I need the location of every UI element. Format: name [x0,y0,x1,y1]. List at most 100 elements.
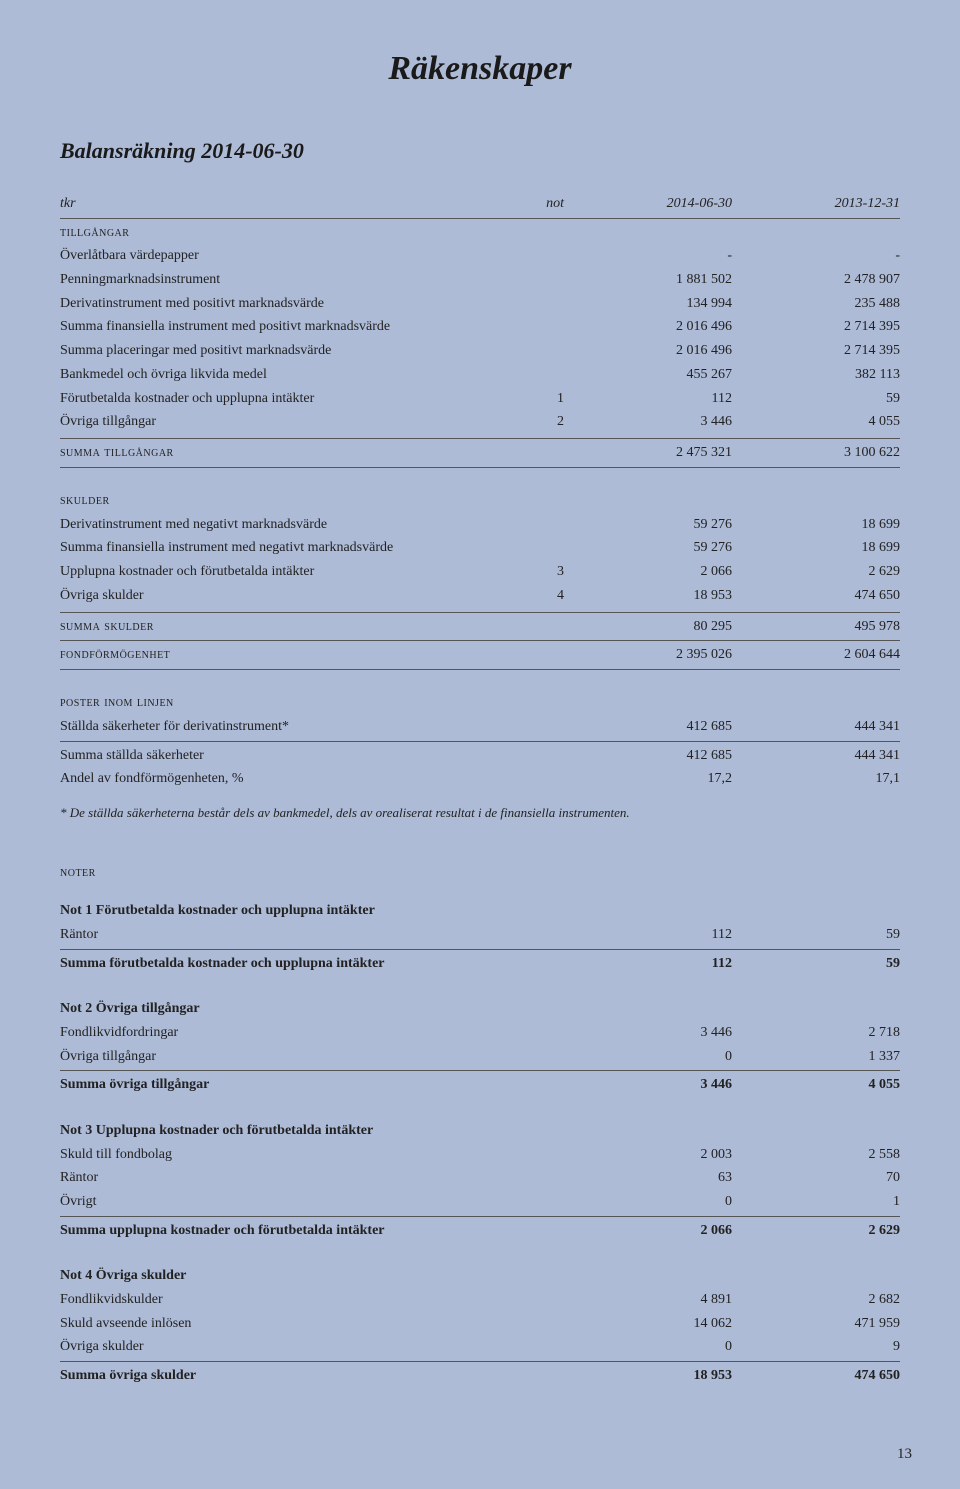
cell: Summa finansiella instrument med negativ… [60,536,497,560]
table-row: Bankmedel och övriga likvida medel455 26… [60,363,900,387]
cell: 18 699 [732,536,900,560]
cell: 4 891 [564,1288,732,1312]
cell: 59 [732,949,900,975]
table-row: Summa ställda säkerheter412 685444 341 [60,741,900,767]
cell: 1 881 502 [564,268,732,292]
cell: Summa finansiella instrument med positiv… [60,315,497,339]
table-row: Derivatinstrument med negativt marknadsv… [60,513,900,537]
note-title: Not 2 Övriga tillgångar [60,997,900,1021]
table-row: Summa upplupna kostnader och förutbetald… [60,1216,900,1242]
cell: 112 [564,387,732,411]
tillgangar-body: Överlåtbara värdepapper--Penningmarknads… [60,244,900,434]
note-title-row: Not 2 Övriga tillgångar [60,997,900,1021]
cell: 412 685 [564,715,732,741]
note-table: Not 4 Övriga skulderFondlikvidskulder4 8… [60,1264,900,1409]
cell [497,1021,564,1045]
note-title: Not 1 Förutbetalda kostnader och upplupn… [60,899,900,923]
cell: 444 341 [732,715,900,741]
cell [497,767,564,791]
cell: 444 341 [732,741,900,767]
summa-skulder-table: summa skulder 80 295 495 978 fondförmöge… [60,608,900,716]
cell [497,1288,564,1312]
cell: 59 276 [564,513,732,537]
cell: 2 682 [732,1288,900,1312]
cell: Skuld avseende inlösen [60,1312,497,1336]
cell: Summa övriga tillgångar [60,1071,497,1097]
cell [497,1216,564,1242]
cell: 2 714 395 [732,315,900,339]
cell: Upplupna kostnader och förutbetalda intä… [60,560,497,584]
cell: 474 650 [732,584,900,608]
cell: Fondlikvidfordringar [60,1021,497,1045]
cell: 1 [497,387,564,411]
cell: 474 650 [732,1362,900,1388]
poster-body: Ställda säkerheter för derivatinstrument… [60,715,900,791]
cell: 0 [564,1335,732,1361]
table-row: Penningmarknadsinstrument1 881 5022 478 … [60,268,900,292]
cell: 3 446 [564,1071,732,1097]
cell [497,292,564,316]
page-number: 13 [897,1446,912,1463]
cell [497,1362,564,1388]
cell [497,1190,564,1216]
cell: 2 066 [564,560,732,584]
cell: 382 113 [732,363,900,387]
summa-tillgangar-a: 2 475 321 [564,438,732,467]
summa-skulder-b: 495 978 [732,612,900,641]
summa-tillgangar-table: summa tillgångar 2 475 321 3 100 622 sku… [60,434,900,513]
tillgangar-caption-row: tillgångar [60,218,900,244]
cell: Förutbetalda kostnader och upplupna intä… [60,387,497,411]
cell [497,363,564,387]
skulder-caption-row: skulder [60,489,900,513]
note-title: Not 3 Upplupna kostnader och förutbetald… [60,1119,900,1143]
table-row: Övriga tillgångar01 337 [60,1045,900,1071]
cell: 14 062 [564,1312,732,1336]
cell: Summa upplupna kostnader och förutbetald… [60,1216,497,1242]
cell [497,715,564,741]
cell: 2 [497,410,564,434]
cell: Summa övriga skulder [60,1362,497,1388]
table-row: Upplupna kostnader och förutbetalda intä… [60,560,900,584]
cell: 3 [497,560,564,584]
header-col-b: 2013-12-31 [732,192,900,218]
table-row: Skuld avseende inlösen14 062471 959 [60,1312,900,1336]
table-row: Derivatinstrument med positivt marknadsv… [60,292,900,316]
cell: 0 [564,1045,732,1071]
note-table: Not 3 Upplupna kostnader och förutbetald… [60,1119,900,1264]
cell: 235 488 [732,292,900,316]
summa-skulder-a: 80 295 [564,612,732,641]
cell: 9 [732,1335,900,1361]
fondformogenhet-row: fondförmögenhet 2 395 026 2 604 644 [60,641,900,670]
table-row: Summa förutbetalda kostnader och upplupn… [60,949,900,975]
cell [497,949,564,975]
header-not: not [497,192,564,218]
note-table: Not 2 Övriga tillgångarFondlikvidfordrin… [60,997,900,1119]
cell: Andel av fondförmögenheten, % [60,767,497,791]
cell: 3 446 [564,410,732,434]
cell: Skuld till fondbolag [60,1143,497,1167]
notes-container: Not 1 Förutbetalda kostnader och upplupn… [60,899,900,1410]
balance-main-table: tkr not 2014-06-30 2013-12-31 tillgångar [60,192,900,244]
table-header-row: tkr not 2014-06-30 2013-12-31 [60,192,900,218]
cell: 134 994 [564,292,732,316]
cell: - [732,244,900,268]
cell: Summa förutbetalda kostnader och upplupn… [60,949,497,975]
table-row: Fondlikvidskulder4 8912 682 [60,1288,900,1312]
table-row: Fondlikvidfordringar3 4462 718 [60,1021,900,1045]
cell: Överlåtbara värdepapper [60,244,497,268]
cell: 2 714 395 [732,339,900,363]
cell: 70 [732,1166,900,1190]
table-row: Räntor6370 [60,1166,900,1190]
cell: 2 478 907 [732,268,900,292]
fondformogenhet-label: fondförmögenhet [60,641,497,670]
cell [497,1166,564,1190]
cell: Summa placeringar med positivt marknadsv… [60,339,497,363]
summa-skulder-label: summa skulder [60,612,497,641]
table-row: Andel av fondförmögenheten, %17,217,1 [60,767,900,791]
note-title-row: Not 4 Övriga skulder [60,1264,900,1288]
cell: 2 016 496 [564,315,732,339]
table-row: Övriga skulder09 [60,1335,900,1361]
cell: Ställda säkerheter för derivatinstrument… [60,715,497,741]
cell [497,741,564,767]
skulder-caption: skulder [60,489,497,513]
